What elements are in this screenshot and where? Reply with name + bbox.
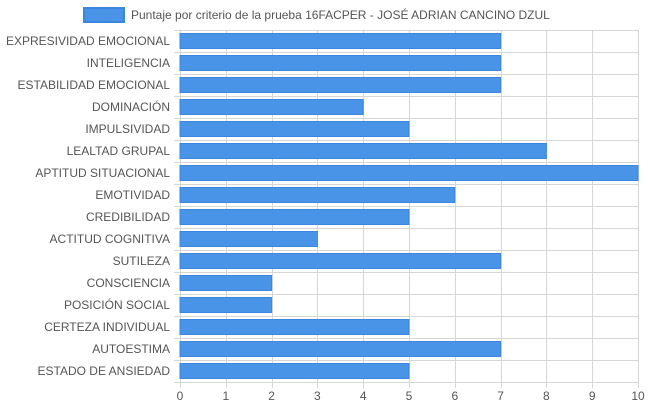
category-label: INTELIGENCIA: [87, 56, 170, 70]
bar[interactable]: [179, 121, 410, 137]
category-label: ESTABILIDAD EMOCIONAL: [18, 78, 171, 92]
bars: [179, 33, 639, 379]
bar[interactable]: [179, 99, 364, 115]
category-label: POSICIÓN SOCIAL: [64, 297, 170, 312]
bar[interactable]: [179, 77, 502, 93]
legend-swatch: [83, 7, 125, 23]
bar[interactable]: [179, 143, 547, 159]
category-label: DOMINACIÓN: [92, 99, 170, 114]
category-label: ESTADO DE ANSIEDAD: [38, 364, 171, 378]
bar[interactable]: [179, 253, 502, 269]
category-label: CREDIBILIDAD: [86, 210, 170, 224]
bar[interactable]: [179, 231, 318, 247]
bar[interactable]: [179, 55, 502, 71]
category-labels: EXPRESIVIDAD EMOCIONAL INTELIGENCIA ESTABI…: [6, 34, 170, 378]
bar[interactable]: [179, 209, 410, 225]
x-tick-label: 6: [451, 389, 458, 403]
bar[interactable]: [179, 363, 410, 379]
bar[interactable]: [179, 165, 639, 181]
category-label: IMPULSIVIDAD: [85, 122, 170, 136]
bar[interactable]: [179, 187, 456, 203]
x-tick-label: 1: [222, 389, 229, 403]
chart-legend[interactable]: Puntaje por criterio de la prueba 16FACP…: [83, 7, 550, 23]
bar[interactable]: [179, 319, 410, 335]
x-tick-label: 9: [589, 389, 596, 403]
category-label: LEALTAD GRUPAL: [67, 144, 171, 158]
x-tick-label: 3: [314, 389, 321, 403]
category-label: CONSCIENCIA: [87, 276, 170, 290]
x-tick-label: 5: [406, 389, 413, 403]
category-label: EMOTIVIDAD: [95, 188, 170, 202]
bar[interactable]: [179, 297, 273, 313]
bar[interactable]: [179, 33, 502, 49]
category-label: CERTEZA INDIVIDUAL: [44, 320, 170, 334]
category-label: AUTOESTIMA: [92, 342, 170, 356]
category-label: ACTITUD COGNITIVA: [50, 232, 170, 246]
category-label: EXPRESIVIDAD EMOCIONAL: [6, 34, 170, 48]
x-tick-label: 0: [177, 389, 184, 403]
x-tick-label: 4: [360, 389, 367, 403]
legend-label: Puntaje por criterio de la prueba 16FACP…: [131, 7, 550, 22]
x-tick-label: 8: [543, 389, 550, 403]
x-tick-label: 2: [268, 389, 275, 403]
x-tick-label: 7: [497, 389, 504, 403]
x-tick-label: 10: [631, 389, 645, 403]
bar[interactable]: [179, 275, 273, 291]
category-label: APTITUD SITUACIONAL: [35, 166, 170, 180]
bar[interactable]: [179, 341, 502, 357]
x-axis-tick-labels: 0 1 2 3 4 5 6 7 8 9 10: [177, 389, 645, 403]
category-label: SUTILEZA: [113, 254, 170, 268]
